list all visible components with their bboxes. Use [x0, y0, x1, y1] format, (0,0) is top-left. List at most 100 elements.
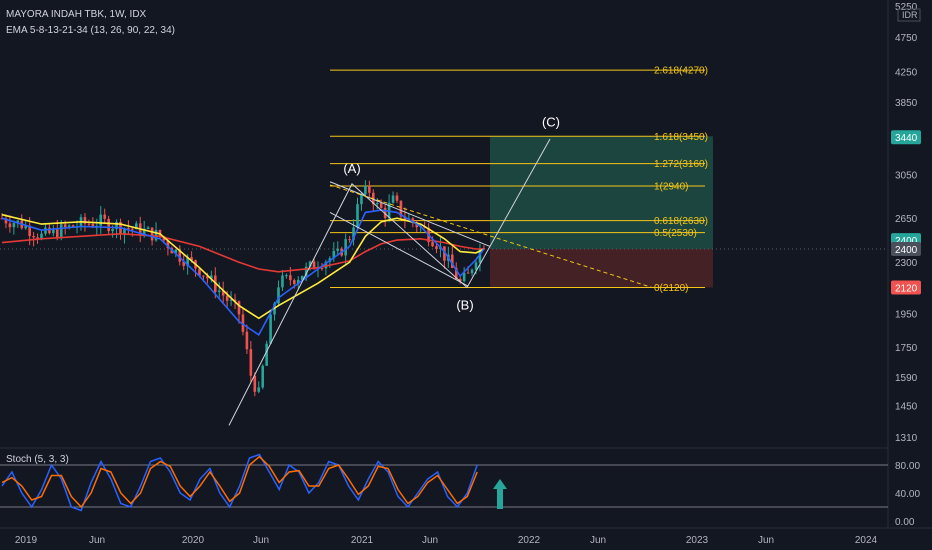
candle-body	[16, 220, 20, 224]
candle-body	[32, 236, 35, 238]
candle-body	[217, 290, 221, 293]
fib-level-label: 1.618(3450)	[654, 132, 708, 143]
candle-body	[308, 261, 312, 267]
candle-body	[431, 242, 434, 247]
candle-body	[225, 295, 229, 301]
candle-body	[103, 214, 106, 219]
candle-body	[403, 216, 407, 221]
candle-body	[154, 229, 158, 241]
ema-mid-line	[1, 213, 485, 320]
candle-body	[186, 257, 189, 266]
candle-body	[36, 237, 39, 239]
candle-body	[241, 314, 245, 332]
candle-body	[142, 228, 146, 236]
wave-label: (C)	[542, 114, 560, 129]
candle-body	[233, 299, 237, 302]
candle-body	[387, 202, 391, 219]
candle-body	[304, 266, 308, 276]
candle-body	[375, 202, 379, 205]
candle-body	[59, 224, 63, 238]
candle-body	[111, 229, 114, 232]
candle-body	[253, 375, 257, 392]
x-tick-label: 2020	[182, 535, 205, 546]
y-tick-label: 3050	[895, 171, 918, 182]
candle-body	[332, 250, 336, 259]
wave-label: (B)	[456, 298, 473, 313]
y-tick-label: 5250	[895, 2, 918, 13]
x-tick-label: 2019	[15, 535, 38, 546]
candle-body	[300, 275, 304, 280]
candle-body	[265, 343, 268, 366]
candle-body	[320, 268, 324, 270]
stoch-line	[1, 455, 478, 509]
x-tick-label: 2023	[686, 535, 709, 546]
y-tick-label: 1590	[895, 373, 918, 384]
candle-body	[261, 365, 264, 388]
x-tick-label: 2022	[518, 535, 541, 546]
price-label-text: 2400	[895, 245, 918, 256]
candle-body	[4, 218, 8, 224]
y-tick-label: 2650	[895, 214, 918, 225]
candle-body	[91, 223, 95, 227]
candle-body	[289, 275, 292, 281]
candle-body	[107, 218, 110, 232]
candle-body	[178, 249, 182, 262]
candle-body	[324, 261, 328, 269]
y-tick-label: 3850	[895, 98, 918, 109]
candle-body	[99, 214, 103, 226]
channel-upper-line	[329, 181, 491, 247]
y-tick-label: 1310	[895, 433, 918, 444]
candle-body	[466, 272, 470, 274]
price-label-text: 2120	[895, 284, 918, 295]
fib-level-label: 0.618(2630)	[654, 216, 708, 227]
price-label-box	[891, 280, 921, 295]
candle-body	[12, 223, 16, 228]
candle-body	[293, 280, 296, 284]
wave-label: (A)	[343, 161, 360, 176]
candle-body	[115, 221, 118, 230]
candle-body	[202, 275, 205, 277]
candle-body	[249, 349, 253, 376]
channel-lower-line	[329, 211, 469, 287]
candle-body	[182, 261, 185, 266]
fib-level-label: 1(2940)	[654, 181, 688, 192]
candle-body	[174, 249, 178, 254]
x-tick-label: 2024	[855, 535, 878, 546]
candle-body	[458, 278, 462, 282]
candle-body	[482, 248, 486, 250]
y-tick-label: 1750	[895, 343, 918, 354]
candle-body	[257, 387, 261, 392]
candle-body	[411, 218, 415, 223]
candle-body	[356, 204, 359, 228]
candle-body	[454, 267, 458, 279]
y-tick-label: 1950	[895, 309, 918, 320]
y-tick-label: 1450	[895, 401, 918, 412]
y-tick-label: 4750	[895, 33, 918, 44]
candle-body	[190, 257, 193, 261]
candle-body	[336, 248, 340, 251]
candle-body	[391, 195, 395, 203]
x-tick-label: 2021	[351, 535, 374, 546]
price-label-box	[891, 130, 921, 145]
candle-body	[48, 227, 51, 234]
candle-body	[399, 200, 403, 217]
candle-body	[52, 228, 55, 234]
candle-body	[435, 246, 438, 250]
candle-body	[127, 228, 130, 230]
candle-body	[83, 217, 87, 224]
candle-body	[198, 268, 201, 276]
stoch-tick-label: 40.00	[895, 489, 920, 500]
candle-body	[166, 240, 170, 249]
candle-body	[131, 228, 134, 230]
x-tick-label: Jun	[590, 535, 606, 546]
candle-body	[451, 254, 454, 268]
candle-body	[368, 185, 371, 193]
candle-body	[162, 236, 166, 241]
x-tick-label: Jun	[758, 535, 774, 546]
candle-body	[87, 223, 91, 225]
candle-body	[470, 269, 474, 274]
ema-fast-line	[1, 209, 485, 337]
projection-dashed-line	[329, 184, 653, 288]
candle-body	[28, 225, 31, 237]
candle-body	[383, 207, 387, 219]
